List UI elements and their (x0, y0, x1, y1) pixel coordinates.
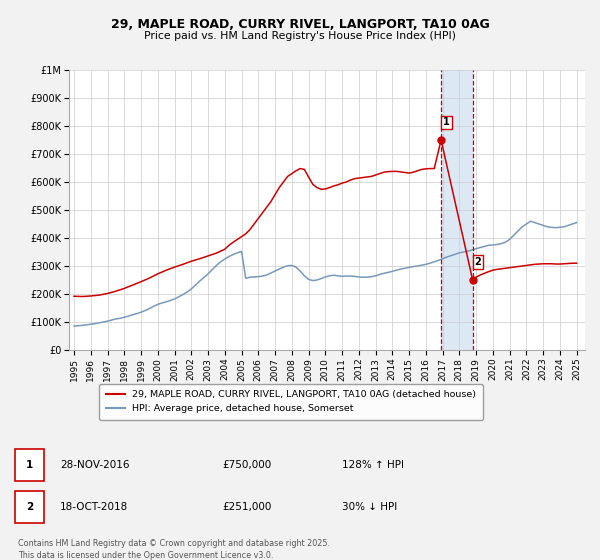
Text: 2: 2 (475, 257, 481, 267)
Text: 1: 1 (26, 460, 33, 470)
Text: 30% ↓ HPI: 30% ↓ HPI (342, 502, 397, 512)
Text: 128% ↑ HPI: 128% ↑ HPI (342, 460, 404, 470)
Text: 2: 2 (26, 502, 33, 512)
Text: £750,000: £750,000 (222, 460, 271, 470)
Text: 1: 1 (443, 118, 450, 128)
Text: 28-NOV-2016: 28-NOV-2016 (60, 460, 130, 470)
Text: 29, MAPLE ROAD, CURRY RIVEL, LANGPORT, TA10 0AG: 29, MAPLE ROAD, CURRY RIVEL, LANGPORT, T… (110, 18, 490, 31)
Text: 18-OCT-2018: 18-OCT-2018 (60, 502, 128, 512)
Text: Price paid vs. HM Land Registry's House Price Index (HPI): Price paid vs. HM Land Registry's House … (144, 31, 456, 41)
Text: £251,000: £251,000 (222, 502, 271, 512)
Legend: 29, MAPLE ROAD, CURRY RIVEL, LANGPORT, TA10 0AG (detached house), HPI: Average p: 29, MAPLE ROAD, CURRY RIVEL, LANGPORT, T… (99, 384, 483, 420)
Bar (441, 70, 473, 350)
Text: Contains HM Land Registry data © Crown copyright and database right 2025.
This d: Contains HM Land Registry data © Crown c… (18, 539, 330, 560)
